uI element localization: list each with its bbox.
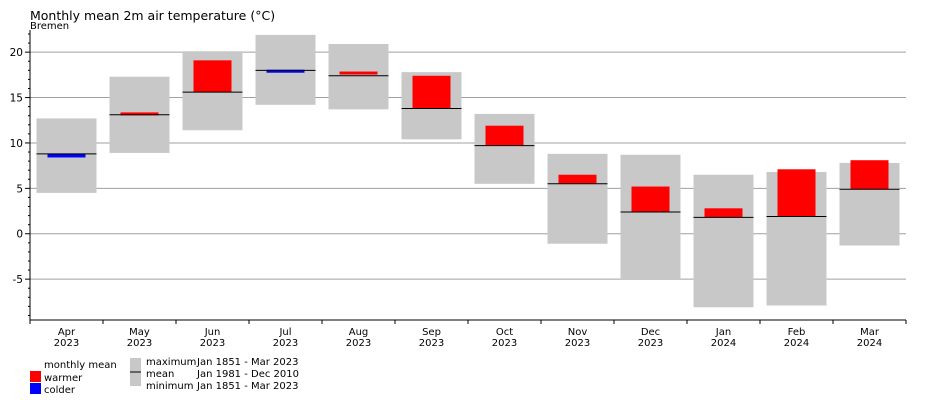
colder-bar-jul — [266, 69, 305, 73]
legend-warmer-label: warmer — [44, 373, 83, 384]
colder-bar-apr — [47, 153, 86, 158]
y-tick-label: 0 — [16, 229, 23, 241]
x-year-label: 2023 — [346, 338, 371, 349]
mean-lines — [36, 69, 900, 218]
warmer-bar-nov — [558, 174, 597, 184]
x-year-label: 2023 — [54, 338, 79, 349]
x-month-label: Oct — [496, 327, 513, 338]
x-month-label: Nov — [568, 327, 588, 338]
x-year-label: 2023 — [273, 338, 298, 349]
legend-minimum-label: minimum — [146, 381, 193, 392]
range-box-jan — [693, 174, 754, 308]
x-month-label: Mar — [860, 327, 880, 338]
x-year-label: 2023 — [419, 338, 444, 349]
legend-colder-label: colder — [44, 385, 76, 396]
x-year-label: 2024 — [711, 338, 736, 349]
x-year-label: 2023 — [200, 338, 225, 349]
warmer-bar-may — [120, 112, 159, 116]
x-month-label: Apr — [58, 327, 76, 338]
axes — [25, 30, 907, 324]
y-tick-label: 10 — [10, 138, 23, 150]
warmer-bar-mar — [850, 160, 889, 190]
x-year-label: 2023 — [638, 338, 663, 349]
axis-labels: -505101520Apr2023May2023Jun2023Jul2023Au… — [10, 47, 883, 349]
y-tick-label: 5 — [16, 183, 23, 195]
x-year-label: 2023 — [565, 338, 590, 349]
x-month-label: Jan — [715, 327, 731, 338]
warmer-bar-oct — [485, 125, 524, 146]
legend-mean-period: Jan 1981 - Dec 2010 — [196, 369, 299, 380]
range-box-oct — [474, 113, 535, 184]
legend-maximum-period: Jan 1851 - Mar 2023 — [196, 357, 299, 368]
legend-minimum-period: Jan 1851 - Mar 2023 — [196, 381, 299, 392]
range-box-aug — [328, 43, 389, 110]
x-year-label: 2024 — [784, 338, 809, 349]
legend-maximum-label: maximum — [146, 357, 196, 368]
x-month-label: Feb — [788, 327, 806, 338]
legend-mean-label: mean — [146, 369, 174, 380]
warmer-bar-sep — [412, 75, 451, 109]
chart-subtitle: Bremen — [30, 21, 70, 32]
legend-monthly-mean-label: monthly mean — [44, 360, 117, 371]
x-year-label: 2024 — [857, 338, 882, 349]
warmer-bar-feb — [777, 169, 816, 217]
warmer-bar-jun — [193, 60, 232, 93]
range-boxes — [36, 34, 900, 308]
legend-warmer-swatch — [30, 371, 41, 382]
anomaly-bars — [47, 60, 889, 218]
warmer-bar-jan — [704, 208, 743, 218]
legend-colder-swatch — [30, 383, 41, 394]
range-box-dec — [620, 154, 681, 280]
y-tick-label: -5 — [13, 274, 23, 286]
x-month-label: Jun — [204, 327, 221, 338]
x-year-label: 2023 — [492, 338, 517, 349]
x-month-label: May — [129, 327, 150, 338]
x-month-label: Aug — [349, 327, 369, 338]
warmer-bar-dec — [631, 186, 670, 212]
y-tick-label: 20 — [10, 47, 23, 59]
x-year-label: 2023 — [127, 338, 152, 349]
x-month-label: Dec — [641, 327, 660, 338]
legend: monthly mean warmer colder maximum mean … — [30, 357, 299, 396]
x-month-label: Sep — [422, 327, 441, 338]
range-box-nov — [547, 153, 608, 244]
y-tick-label: 15 — [10, 93, 23, 105]
grid-lines — [30, 51, 906, 280]
chart-title: Monthly mean 2m air temperature (°C) — [30, 8, 276, 23]
warmer-bar-aug — [339, 71, 378, 75]
x-month-label: Jul — [278, 327, 291, 338]
